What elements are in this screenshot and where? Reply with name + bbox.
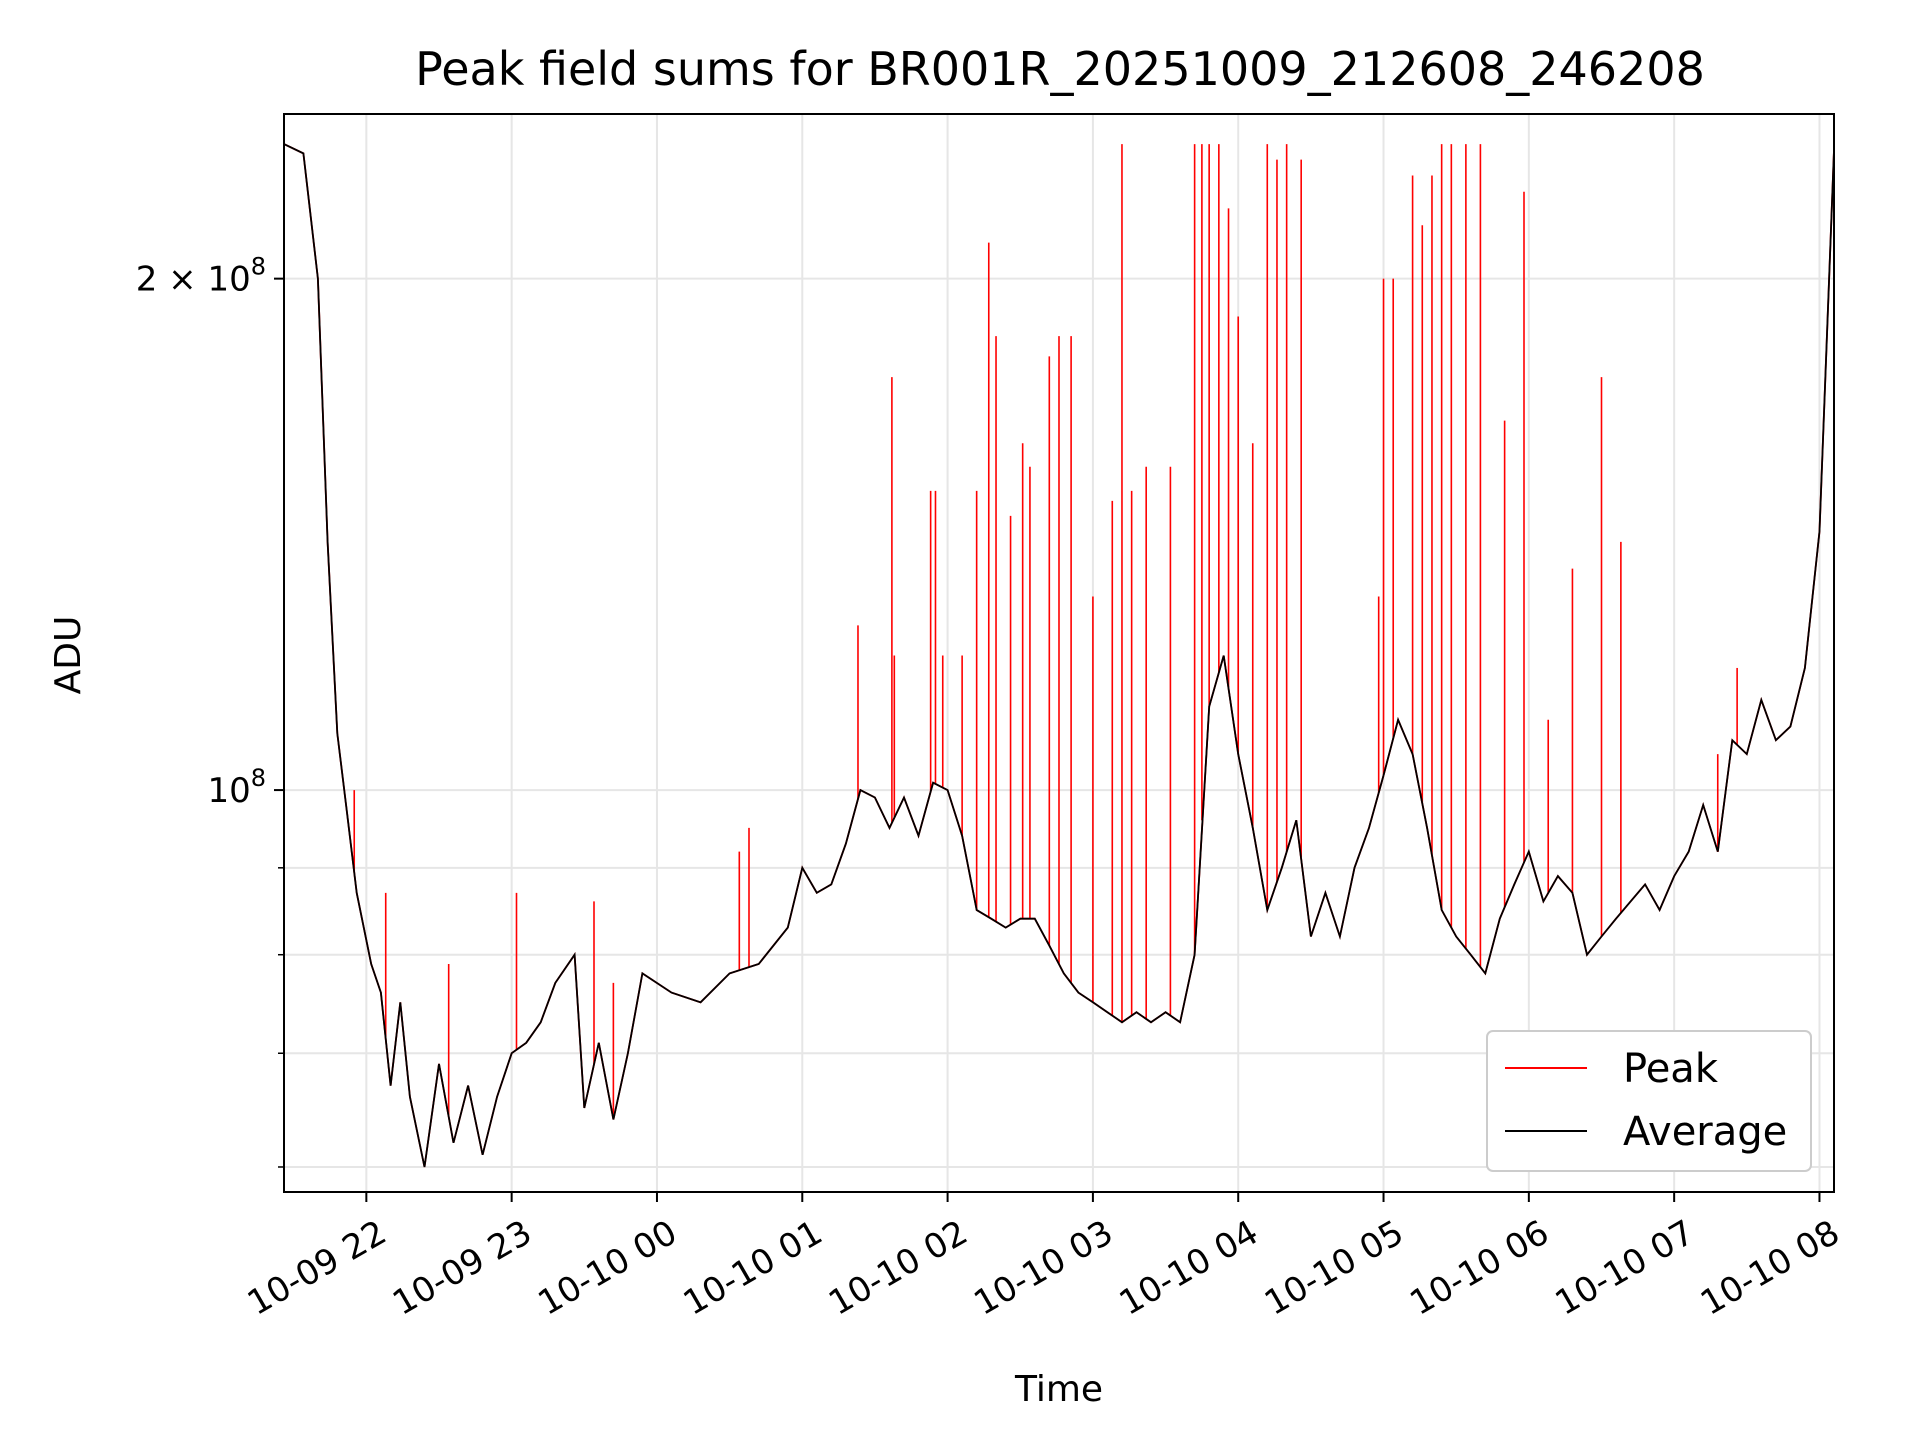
series-line-average <box>283 143 1835 1168</box>
series-layer <box>283 143 1835 1168</box>
legend-label-peak: Peak <box>1623 1046 1719 1092</box>
legend-label-average: Average <box>1623 1109 1787 1155</box>
y-tick-label: 108 <box>207 764 266 811</box>
legend-box <box>1486 1030 1812 1172</box>
chart-title: Peak field sums for BR001R_20251009_2126… <box>415 42 1705 96</box>
x-axis-label: Time <box>1014 1369 1103 1410</box>
legend: Peak Average <box>1486 1030 1812 1172</box>
y-axis: 108 2 × 108 <box>136 253 284 1168</box>
plot-frame <box>283 113 1835 1193</box>
y-tick-label: 2 × 108 <box>136 253 266 300</box>
peak-spikes <box>353 144 1738 1120</box>
y-axis-label: ADU <box>48 616 89 695</box>
